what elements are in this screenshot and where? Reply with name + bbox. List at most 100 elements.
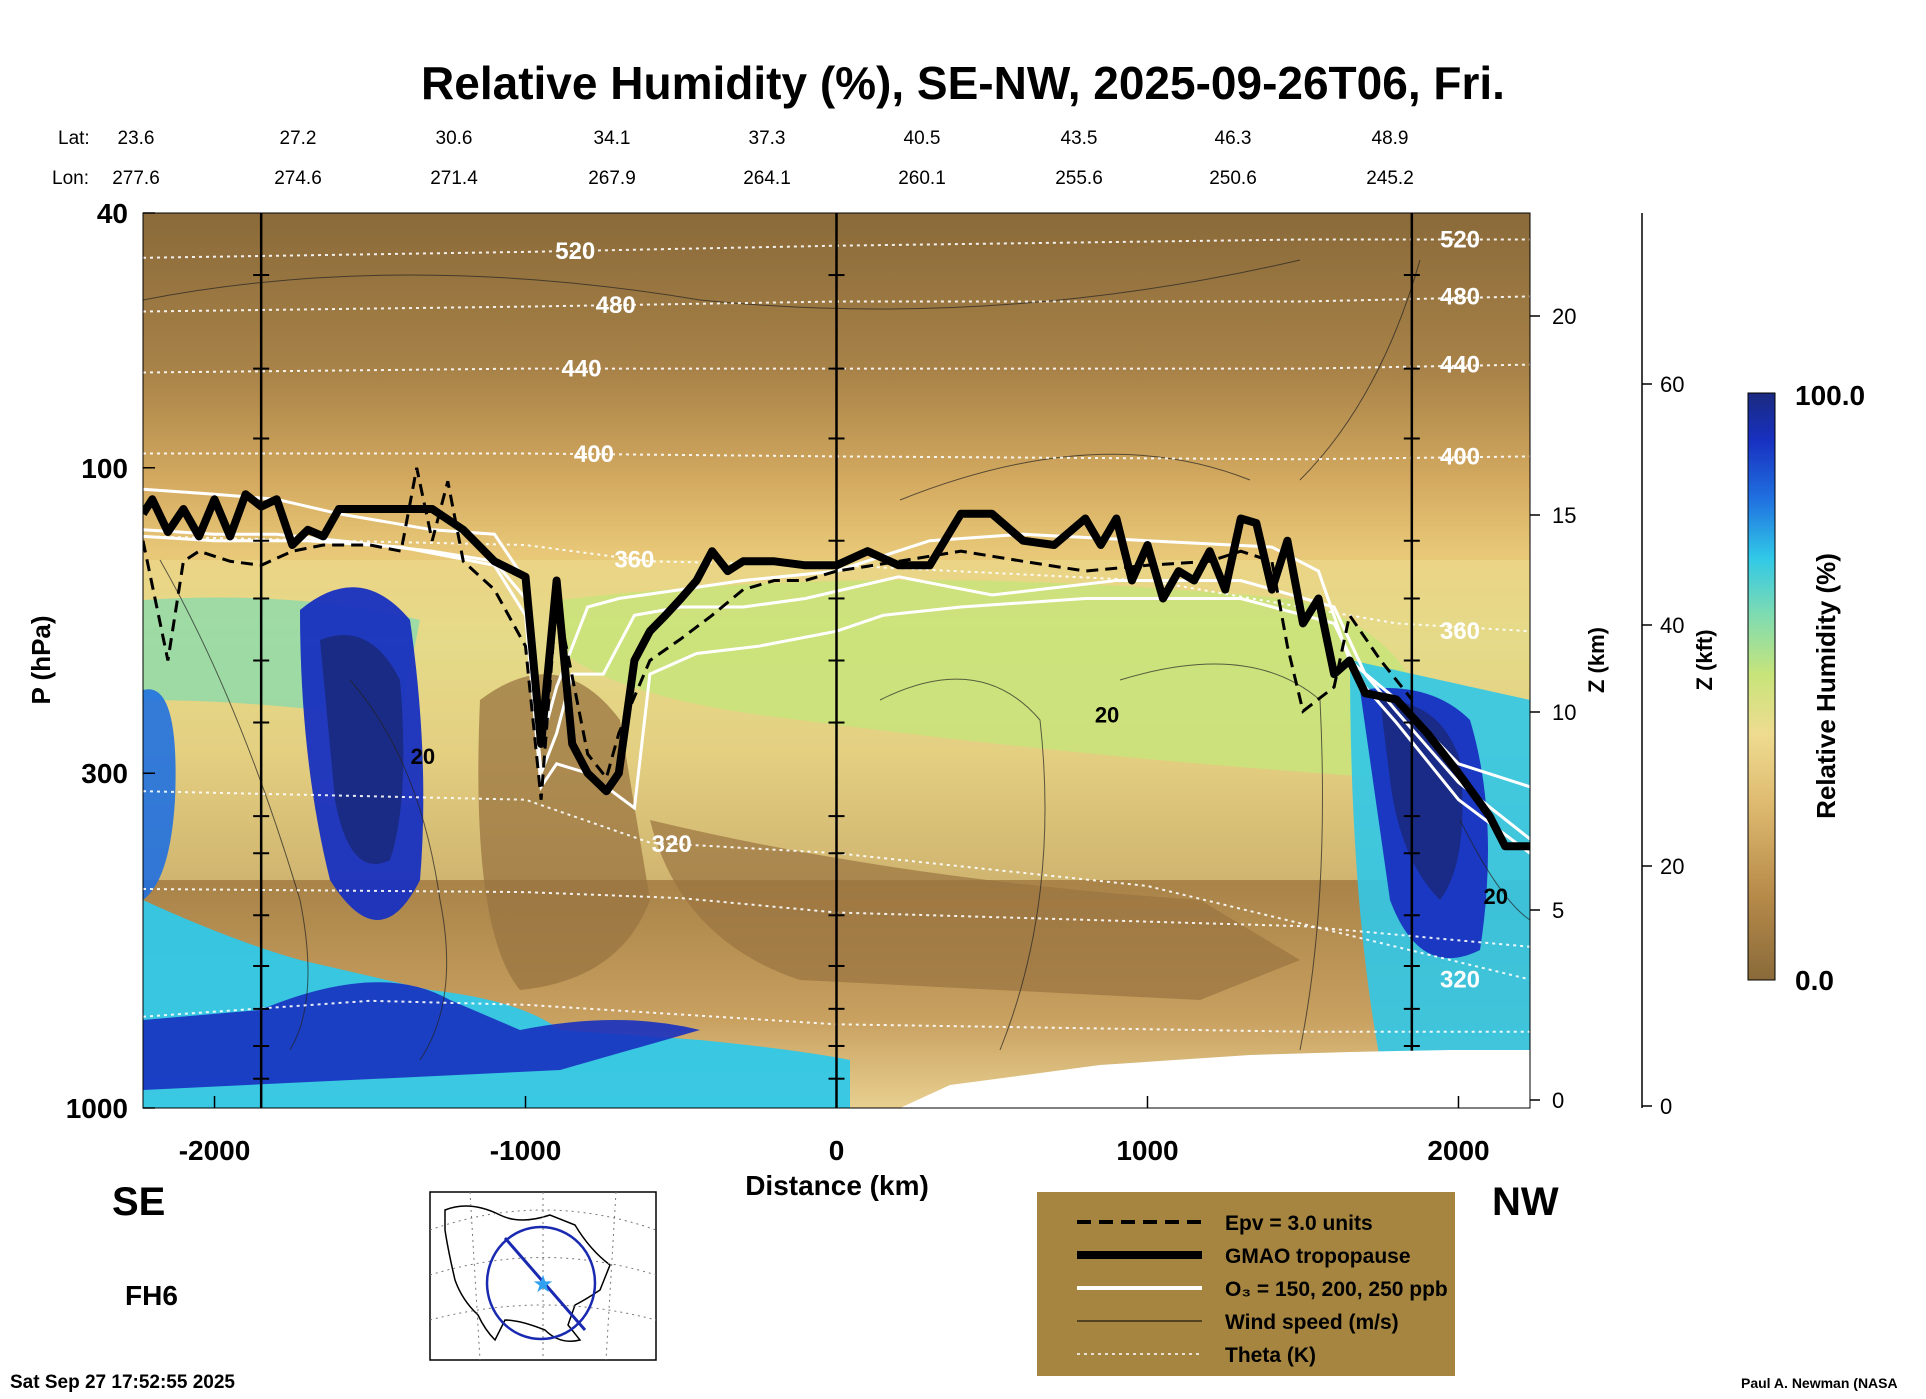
z-kft-tick-label: 40 <box>1660 613 1684 638</box>
theta-contour-label: 440 <box>561 356 601 383</box>
lat-value: 30.6 <box>436 128 473 149</box>
map-grid <box>429 1191 657 1361</box>
terrain-mask <box>900 1050 1530 1108</box>
theta-contour-label: 360 <box>1440 618 1480 645</box>
lon-value: 250.6 <box>1209 168 1257 189</box>
lon-values: 277.6 274.6 271.4 267.9 264.1 260.1 255.6 250.6… <box>112 168 1414 189</box>
y-tick-label: 40 <box>97 198 128 229</box>
wind-contour <box>159 559 309 1051</box>
wind-contour <box>879 678 1046 1051</box>
theta-contour-label: 480 <box>1440 283 1480 310</box>
theta-contour-label: 480 <box>596 292 636 319</box>
theta-contour-label: 400 <box>1440 443 1480 470</box>
colorbar <box>1747 392 1776 981</box>
x-axis: -2000 -1000 0 1000 2000 <box>179 1096 1490 1166</box>
z-kft-axis-label: Z (kft) <box>1692 629 1717 690</box>
lon-value: 274.6 <box>274 168 322 189</box>
z-kft-tick-label: 20 <box>1660 854 1684 879</box>
y-tick-label: 300 <box>81 758 128 789</box>
theta-contour-label: 440 <box>1440 352 1480 379</box>
map-inset: ★ <box>429 1191 657 1361</box>
x-tick-label: -1000 <box>490 1135 562 1166</box>
humidity-region <box>650 820 1300 1000</box>
z-km-tick-label: 20 <box>1552 304 1576 329</box>
z-km-axis-label: Z (km) <box>1584 627 1609 693</box>
humidity-region <box>143 982 700 1090</box>
legend: Epv = 3.0 units GMAO tropopause O₃ = 150, … <box>1037 1192 1455 1376</box>
z-kft-tick-label: 0 <box>1660 1094 1672 1119</box>
theta-contour <box>143 999 1530 1033</box>
x-tick-label: -2000 <box>179 1135 251 1166</box>
theta-contour-label: 360 <box>614 546 654 573</box>
colorbar-min-label: 0.0 <box>1795 965 1834 996</box>
humidity-region <box>320 635 404 864</box>
legend-label: O₃ = 150, 200, 250 ppb <box>1225 1278 1448 1301</box>
se-direction-label: SE <box>112 1180 165 1224</box>
legend-label: GMAO tropopause <box>1225 1245 1411 1268</box>
theta-contour-label: 320 <box>1440 967 1480 994</box>
legend-label: Epv = 3.0 units <box>1225 1212 1373 1235</box>
wind-contour <box>1459 819 1530 921</box>
credit-label: Paul A. Newman (NASA <box>1741 1375 1898 1391</box>
z-km-tick-label: 10 <box>1552 700 1576 725</box>
lat-label: Lat: <box>58 128 90 149</box>
y-tick-label: 1000 <box>66 1093 128 1124</box>
theta-contour-label: 520 <box>1440 227 1480 254</box>
lon-value: 260.1 <box>898 168 946 189</box>
z-km-tick-label: 15 <box>1552 503 1576 528</box>
y-tick-label: 100 <box>81 453 128 484</box>
lon-value: 271.4 <box>430 168 478 189</box>
theta-contour-label: 320 <box>652 831 692 858</box>
y-axis: 40 100 300 1000 <box>66 198 155 1124</box>
map-transect-line <box>503 1237 587 1331</box>
lat-value: 23.6 <box>118 128 155 149</box>
wind-contour-label: 20 <box>1484 884 1508 909</box>
y-axis-label: P (hPa) <box>26 615 56 704</box>
lon-value: 267.9 <box>588 168 636 189</box>
lon-value: 264.1 <box>743 168 791 189</box>
lon-value: 277.6 <box>112 168 160 189</box>
wind-contour <box>1119 663 1323 1051</box>
wind-contour <box>349 679 448 1061</box>
wind-contour-label: 20 <box>1095 703 1119 728</box>
wind-contour-label: 20 <box>411 744 435 769</box>
epv-contour <box>143 467 1413 800</box>
x-axis-label: Distance (km) <box>745 1170 929 1201</box>
theta-contour <box>143 888 1530 948</box>
lat-value: 40.5 <box>904 128 941 149</box>
wind-contour <box>899 453 1251 501</box>
x-tick-label: 1000 <box>1116 1135 1178 1166</box>
z-km-axis: 0 5 10 15 20 <box>1529 213 1576 1113</box>
ozone-contour <box>143 487 1530 789</box>
z-km-tick-label: 5 <box>1552 898 1564 923</box>
wind-speed-contours: 20 20 20 <box>143 259 1530 1061</box>
lon-value: 245.2 <box>1366 168 1414 189</box>
chart-title: Relative Humidity (%), SE-NW, 2025-09-26… <box>421 57 1505 109</box>
theta-contour-label: 400 <box>574 441 614 468</box>
map-coastline <box>444 1205 611 1342</box>
forecast-hour-label: FH6 <box>125 1280 178 1311</box>
lat-value: 37.3 <box>749 128 786 149</box>
lon-value: 255.6 <box>1055 168 1103 189</box>
lat-values: 23.6 27.2 30.6 34.1 37.3 40.5 43.5 46.3 48.9 <box>118 128 1409 149</box>
z-kft-tick-label: 60 <box>1660 372 1684 397</box>
vertical-reference-lines <box>253 213 1420 1108</box>
lat-value: 43.5 <box>1061 128 1098 149</box>
lat-value: 48.9 <box>1372 128 1409 149</box>
legend-label: Wind speed (m/s) <box>1225 1311 1399 1334</box>
wind-contour <box>143 259 1301 310</box>
z-kft-axis: 0 20 40 60 <box>1641 213 1684 1119</box>
colorbar-label: Relative Humidity (%) <box>1811 553 1841 819</box>
timestamp: Sat Sep 27 17:52:55 2025 <box>10 1372 235 1393</box>
tropopause-line <box>143 490 1530 851</box>
colorbar-max-label: 100.0 <box>1795 380 1865 411</box>
z-km-tick-label: 0 <box>1552 1088 1564 1113</box>
lat-value: 46.3 <box>1215 128 1252 149</box>
map-center-star-icon: ★ <box>532 1271 554 1298</box>
map-range-circle <box>485 1225 597 1341</box>
legend-items: Epv = 3.0 units GMAO tropopause O₃ = 150, … <box>1077 1212 1448 1367</box>
lon-label: Lon: <box>52 168 89 189</box>
legend-label: Theta (K) <box>1225 1344 1316 1367</box>
